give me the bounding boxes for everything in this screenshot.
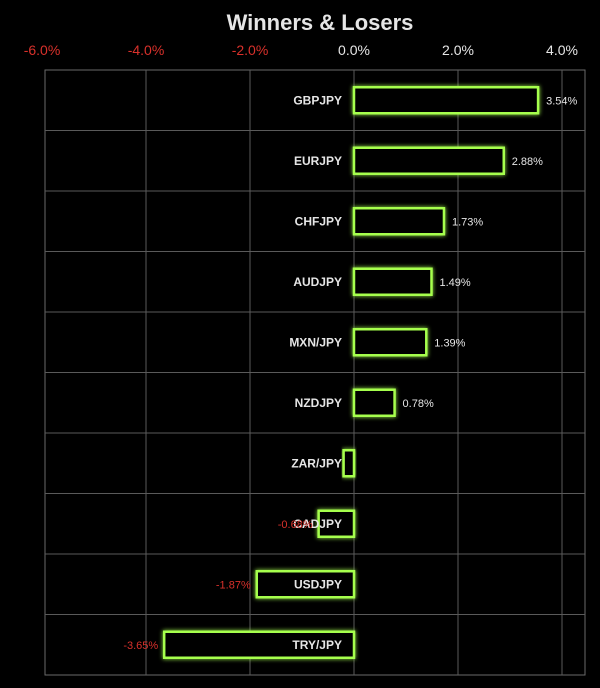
x-tick-label: -6.0% — [24, 42, 61, 58]
category-label: NZDJPY — [295, 396, 342, 410]
chart-title: Winners & Losers — [227, 10, 414, 35]
labels: GBPJPY 3.54% EURJPY 2.88% CHFJPY 1.73% AUDJPY 1… — [123, 93, 577, 652]
value-label: 1.73% — [452, 216, 483, 228]
x-tick-label: 2.0% — [442, 42, 474, 58]
category-label: CADJPY — [293, 517, 342, 531]
x-tick-label: 0.0% — [338, 42, 370, 58]
bar — [352, 388, 396, 417]
x-axis-ticks: -6.0% -4.0% -2.0% 0.0% 2.0% 4.0% — [24, 42, 578, 58]
category-label: TRY/JPY — [292, 638, 342, 652]
category-label: EURJPY — [294, 154, 342, 168]
category-label: USDJPY — [294, 577, 342, 591]
category-label: MXN/JPY — [289, 335, 342, 349]
bar — [352, 328, 428, 357]
bar — [352, 207, 446, 236]
bar — [352, 267, 433, 296]
bar — [255, 570, 356, 599]
value-label: -1.87% — [216, 579, 251, 591]
bar — [352, 86, 540, 115]
value-label: 1.49% — [439, 277, 470, 289]
bar — [162, 630, 356, 659]
category-label: AUDJPY — [293, 275, 342, 289]
bar — [317, 509, 356, 538]
value-label: 2.88% — [512, 156, 543, 168]
bar — [342, 449, 356, 478]
category-label: GBPJPY — [293, 93, 342, 107]
value-label: -3.65% — [123, 640, 158, 652]
bars — [162, 86, 540, 659]
value-label: 0.78% — [403, 398, 434, 410]
value-label: 1.39% — [434, 337, 465, 349]
value-label: 3.54% — [546, 95, 577, 107]
x-tick-label: -4.0% — [128, 42, 165, 58]
x-tick-label: -2.0% — [232, 42, 269, 58]
category-label: CHFJPY — [295, 214, 342, 228]
category-label: ZAR/JPY — [291, 456, 342, 470]
bar — [352, 146, 506, 175]
x-tick-label: 4.0% — [546, 42, 578, 58]
value-label: -0.68% — [278, 519, 313, 531]
